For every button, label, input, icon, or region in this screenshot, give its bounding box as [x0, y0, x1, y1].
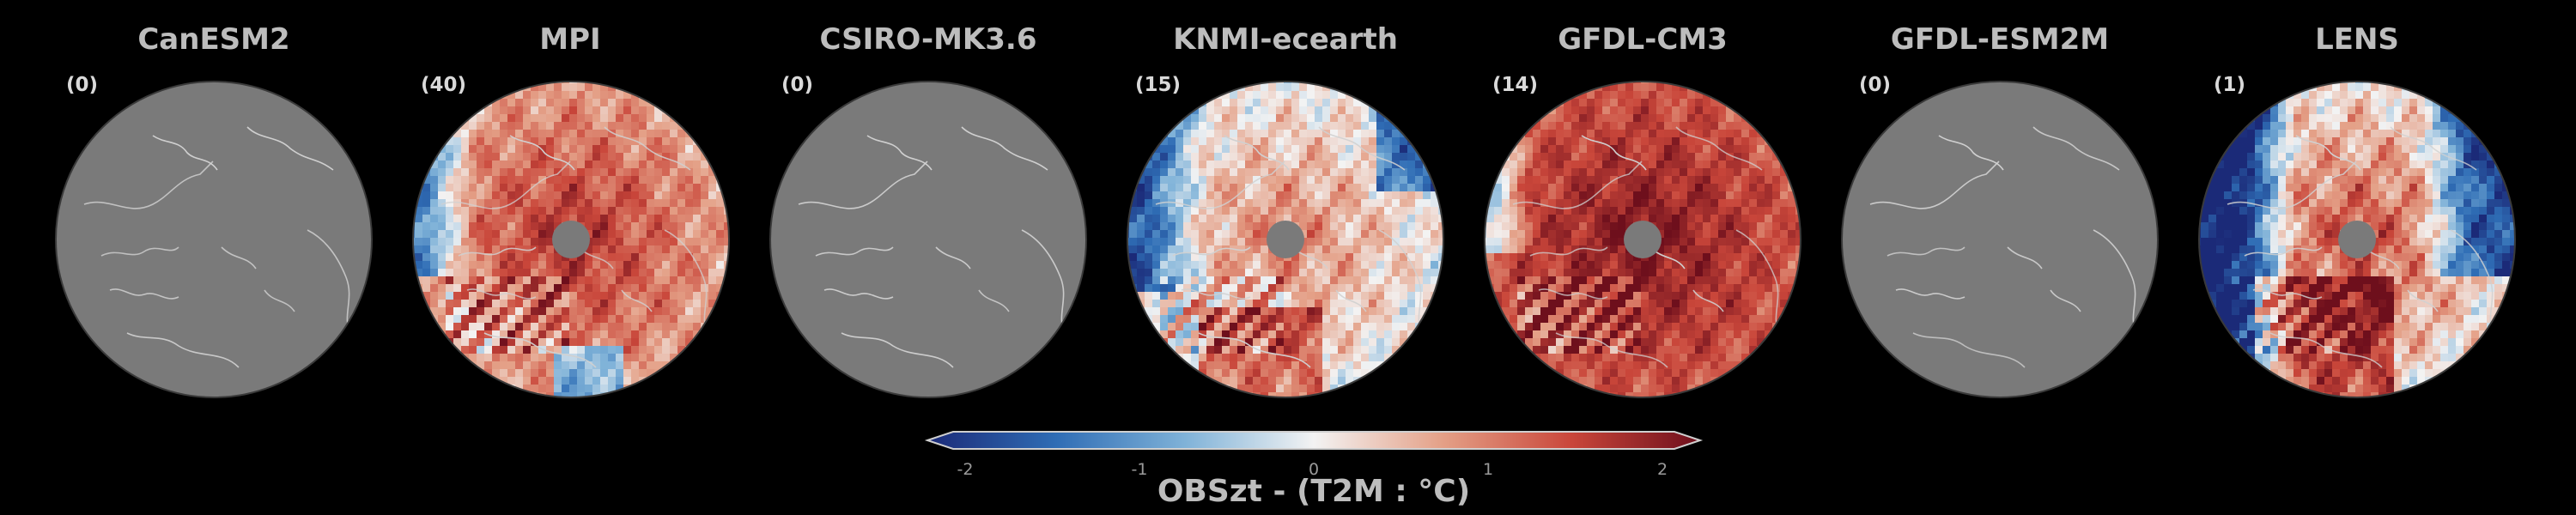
- panel-count: (14): [1492, 74, 1539, 96]
- panel-count: (40): [421, 74, 467, 96]
- map-disk: [56, 82, 372, 397]
- coastline-outline: [440, 126, 708, 368]
- panel-count: (1): [2214, 74, 2246, 96]
- pole-hole: [1267, 221, 1304, 258]
- panel-title: KNMI-ecearth: [1173, 22, 1398, 57]
- colorbar-tick-label: 2: [1656, 460, 1668, 479]
- map-border: [2198, 81, 2516, 398]
- colorbar-scale: [924, 431, 1704, 450]
- colorbar-tick-label: 0: [1308, 460, 1320, 479]
- panel-count: (0): [781, 74, 814, 96]
- colorbar-label: OBSzt - (T2M : °C): [1157, 474, 1471, 509]
- map-border: [412, 81, 730, 398]
- panel-count: (15): [1135, 74, 1182, 96]
- polar-map: [1484, 81, 1801, 398]
- colorbar-tick-label: -1: [1131, 460, 1148, 479]
- coastline-outline: [2227, 126, 2494, 368]
- panel-title: CSIRO-MK3.6: [819, 22, 1037, 57]
- panel-title: GFDL-CM3: [1558, 22, 1728, 57]
- map-disk: [1842, 82, 2158, 397]
- map-border: [55, 81, 373, 398]
- anomaly-field: [1127, 82, 1443, 397]
- map-border: [1484, 81, 1801, 398]
- coastline-outline: [1869, 126, 2137, 368]
- pole-hole: [1624, 221, 1662, 258]
- panel-title: MPI: [539, 22, 601, 57]
- coastline-outline: [83, 126, 351, 368]
- coastline-outline: [798, 126, 1066, 368]
- panel-title: GFDL-ESM2M: [1890, 22, 2110, 57]
- panel-count: (0): [1859, 74, 1892, 96]
- coastline-outline: [1155, 126, 1423, 368]
- colorbar-tick-label: -2: [957, 460, 974, 479]
- polar-map: [55, 81, 373, 398]
- colorbar-tick-label: 1: [1482, 460, 1494, 479]
- polar-map: [412, 81, 730, 398]
- panel-title: LENS: [2315, 22, 2399, 57]
- map-disk: [770, 82, 1086, 397]
- pole-hole: [2338, 221, 2376, 258]
- coastline-outline: [1512, 126, 1780, 368]
- map-border: [769, 81, 1087, 398]
- colorbar: -2 -1 0 1 2 OBSzt - (T2M : °C): [919, 429, 1709, 515]
- polar-map: [769, 81, 1087, 398]
- anomaly-field: [413, 82, 729, 397]
- pole-hole: [552, 221, 590, 258]
- map-border: [1127, 81, 1444, 398]
- polar-map: [1841, 81, 2159, 398]
- panel-count: (0): [66, 74, 99, 96]
- map-border: [1841, 81, 2159, 398]
- panel-title: CanESM2: [137, 22, 290, 57]
- polar-map: [2198, 81, 2516, 398]
- polar-map: [1127, 81, 1444, 398]
